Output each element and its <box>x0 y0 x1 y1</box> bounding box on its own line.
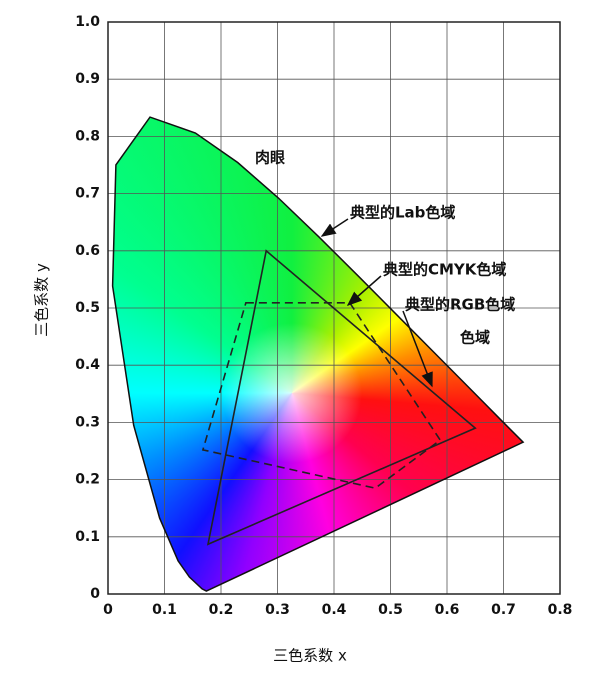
y-tick-label: 0.5 <box>75 300 100 316</box>
plot-border <box>107 21 561 595</box>
x-tick-label: 0.7 <box>491 602 516 618</box>
annotation-arrow <box>346 275 382 306</box>
x-tick-label: 0.6 <box>435 602 460 618</box>
y-tick-label: 0.1 <box>75 529 100 545</box>
x-tick-label: 0 <box>103 602 113 618</box>
annotation: 典型的CMYK色域 <box>383 261 506 279</box>
x-tick-label: 0.5 <box>378 602 403 618</box>
gamut <box>206 249 477 546</box>
x-tick-label: 0.4 <box>322 602 347 618</box>
x-tick-label: 0.3 <box>265 602 290 618</box>
y-tick-label: 0.4 <box>75 357 100 373</box>
y-tick-label: 0.6 <box>75 243 100 259</box>
annotation: 肉眼 <box>255 149 285 167</box>
x-axis-label: 三色系数 x <box>273 647 347 665</box>
y-tick-label: 0.2 <box>75 472 100 488</box>
annotation: 典型的Lab色域 <box>350 204 455 222</box>
x-tick-label: 0.8 <box>548 602 573 618</box>
y-axis-label: 三色系数 y <box>33 263 51 337</box>
y-tick-label: 0.3 <box>75 414 100 430</box>
annotation-arrow <box>320 218 349 237</box>
y-tick-label: 0.8 <box>75 128 100 144</box>
x-tick-label: 0.1 <box>152 602 177 618</box>
y-tick-label: 0.9 <box>75 71 100 87</box>
x-tick-label: 0.2 <box>209 602 234 618</box>
spectral-locus <box>111 116 525 592</box>
annotation: 典型的RGB色域 <box>405 296 515 314</box>
y-tick-label: 1.0 <box>75 14 100 30</box>
y-tick-label: 0 <box>90 586 100 602</box>
y-tick-label: 0.7 <box>75 186 100 202</box>
annotation-arrow <box>402 310 433 388</box>
annotation: 色域 <box>460 329 490 347</box>
gamut <box>201 302 442 490</box>
